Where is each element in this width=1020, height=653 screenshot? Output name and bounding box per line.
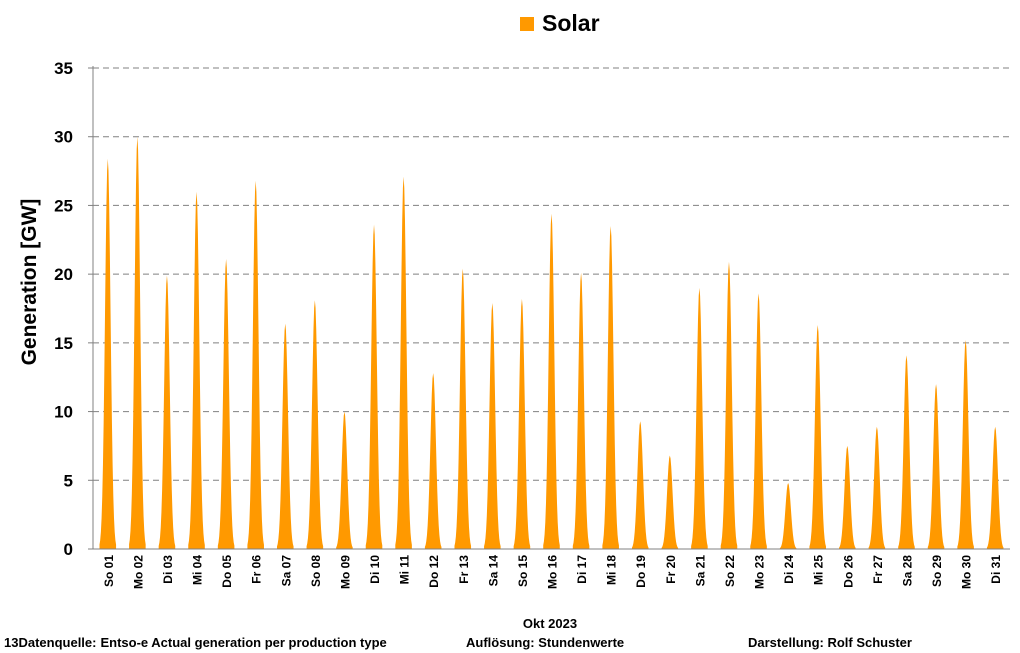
footer-source: 13Datenquelle: Entso-e Actual generation … [4, 635, 391, 650]
solar-peak-So-15 [513, 298, 531, 549]
x-axis-label: Okt 2023 [522, 616, 578, 631]
x-tick-label: Di 10 [368, 555, 382, 584]
x-tick-label: Fr 20 [664, 555, 678, 584]
solar-peak-Mo-16 [543, 213, 560, 550]
x-tick-label: Sa 14 [486, 555, 500, 587]
x-axis-ticks: So 01 Mo 02 Di 03 Mi 04 Do 05 Fr 06 Sa 07 So 08… [102, 555, 1003, 589]
solar-peak-So-29 [927, 384, 945, 549]
solar-peak-Fr-20 [661, 455, 679, 549]
solar-peak-Mi-18 [602, 226, 619, 550]
legend: Solar [520, 10, 600, 37]
solar-peak-Di-10 [365, 224, 383, 550]
x-tick-label: So 01 [102, 555, 116, 587]
legend-label-solar: Solar [542, 10, 600, 36]
x-tick-label: Mo 02 [131, 555, 145, 589]
footer-resolution: Auflösung: Stundenwerte [466, 635, 625, 650]
x-tick-label: Di 03 [161, 555, 175, 584]
solar-peak-Do-12 [424, 373, 442, 549]
grid-lines [93, 67, 1010, 481]
y-tick-label: 0 [64, 540, 73, 559]
y-axis-label: Generation [GW] [18, 198, 41, 366]
x-tick-label: Fr 13 [457, 555, 471, 584]
x-tick-label: Mo 23 [753, 555, 767, 589]
solar-peak-So-01 [99, 158, 117, 549]
solar-peak-Sa-07 [276, 323, 294, 549]
x-tick-label: Mo 09 [338, 555, 352, 589]
solar-peak-Mo-02 [129, 136, 146, 549]
y-tick-label: 30 [54, 128, 73, 147]
axes [88, 66, 1010, 550]
solar-peak-Di-31 [986, 426, 1004, 549]
solar-peak-Mo-09 [336, 411, 353, 549]
solar-peak-Mo-23 [750, 293, 767, 549]
footer-source-text: Entso-e Actual generation per production… [100, 635, 387, 650]
solar-peak-Mi-04 [188, 191, 205, 549]
y-tick-label: 10 [54, 403, 73, 422]
x-tick-label: Sa 21 [693, 555, 707, 587]
solar-peak-Mi-25 [809, 324, 827, 549]
solar-peak-Do-26 [839, 445, 856, 549]
solar-peak-Di-03 [158, 275, 176, 549]
solar-peak-So-08 [306, 300, 324, 549]
x-tick-label: Mi 11 [398, 555, 412, 585]
legend-swatch [520, 16, 534, 31]
x-tick-label: Do 26 [841, 555, 855, 588]
x-tick-label: Sa 07 [279, 555, 293, 587]
x-tick-label: Di 17 [575, 555, 589, 584]
solar-peak-Di-17 [572, 272, 590, 549]
y-tick-label: 15 [54, 334, 73, 353]
solar-peak-Fr-27 [868, 426, 886, 549]
x-tick-label: Fr 06 [250, 555, 264, 584]
x-tick-label: So 08 [309, 555, 323, 587]
footer-author: Darstellung: Rolf Schuster [748, 635, 912, 650]
y-tick-label: 5 [64, 471, 73, 490]
x-tick-label: Do 12 [427, 555, 441, 588]
x-tick-label: Di 31 [989, 555, 1003, 584]
x-tick-label: Mo 16 [546, 555, 560, 589]
x-tick-label: Fr 27 [871, 555, 885, 584]
x-tick-label: Di 24 [782, 555, 796, 584]
x-tick-label: So 22 [723, 555, 737, 587]
solar-peak-Fr-13 [454, 268, 472, 549]
solar-peak-So-22 [720, 261, 738, 549]
x-tick-label: Sa 28 [900, 555, 914, 587]
solar-peak-Sa-14 [484, 303, 501, 549]
solar-peak-Fr-06 [247, 180, 264, 549]
x-tick-label: Do 19 [634, 555, 648, 588]
solar-peak-Do-19 [631, 421, 649, 549]
footer-source-prefix: 13Datenquelle: [4, 635, 97, 650]
y-tick-label: 25 [54, 196, 73, 215]
x-tick-label: Mo 30 [960, 555, 974, 589]
solar-peak-Sa-21 [691, 287, 708, 549]
solar-peak-Mi-11 [395, 176, 412, 549]
solar-peak-Do-05 [217, 259, 235, 549]
x-tick-label: Mi 04 [191, 555, 205, 585]
x-tick-label: So 29 [930, 555, 944, 587]
x-tick-label: Do 05 [220, 555, 234, 588]
x-tick-label: So 15 [516, 555, 530, 587]
x-tick-label: Mi 25 [812, 555, 826, 585]
solar-peak-Mo-30 [957, 340, 974, 549]
solar-series [99, 136, 1004, 550]
solar-peak-Sa-28 [898, 355, 915, 549]
y-tick-label: 35 [54, 59, 73, 78]
y-tick-label: 20 [54, 265, 73, 284]
solar-peak-Di-24 [779, 483, 797, 549]
y-axis-ticks: 0 5 10 15 20 25 30 35 [54, 59, 73, 559]
x-tick-label: Mi 18 [605, 555, 619, 585]
